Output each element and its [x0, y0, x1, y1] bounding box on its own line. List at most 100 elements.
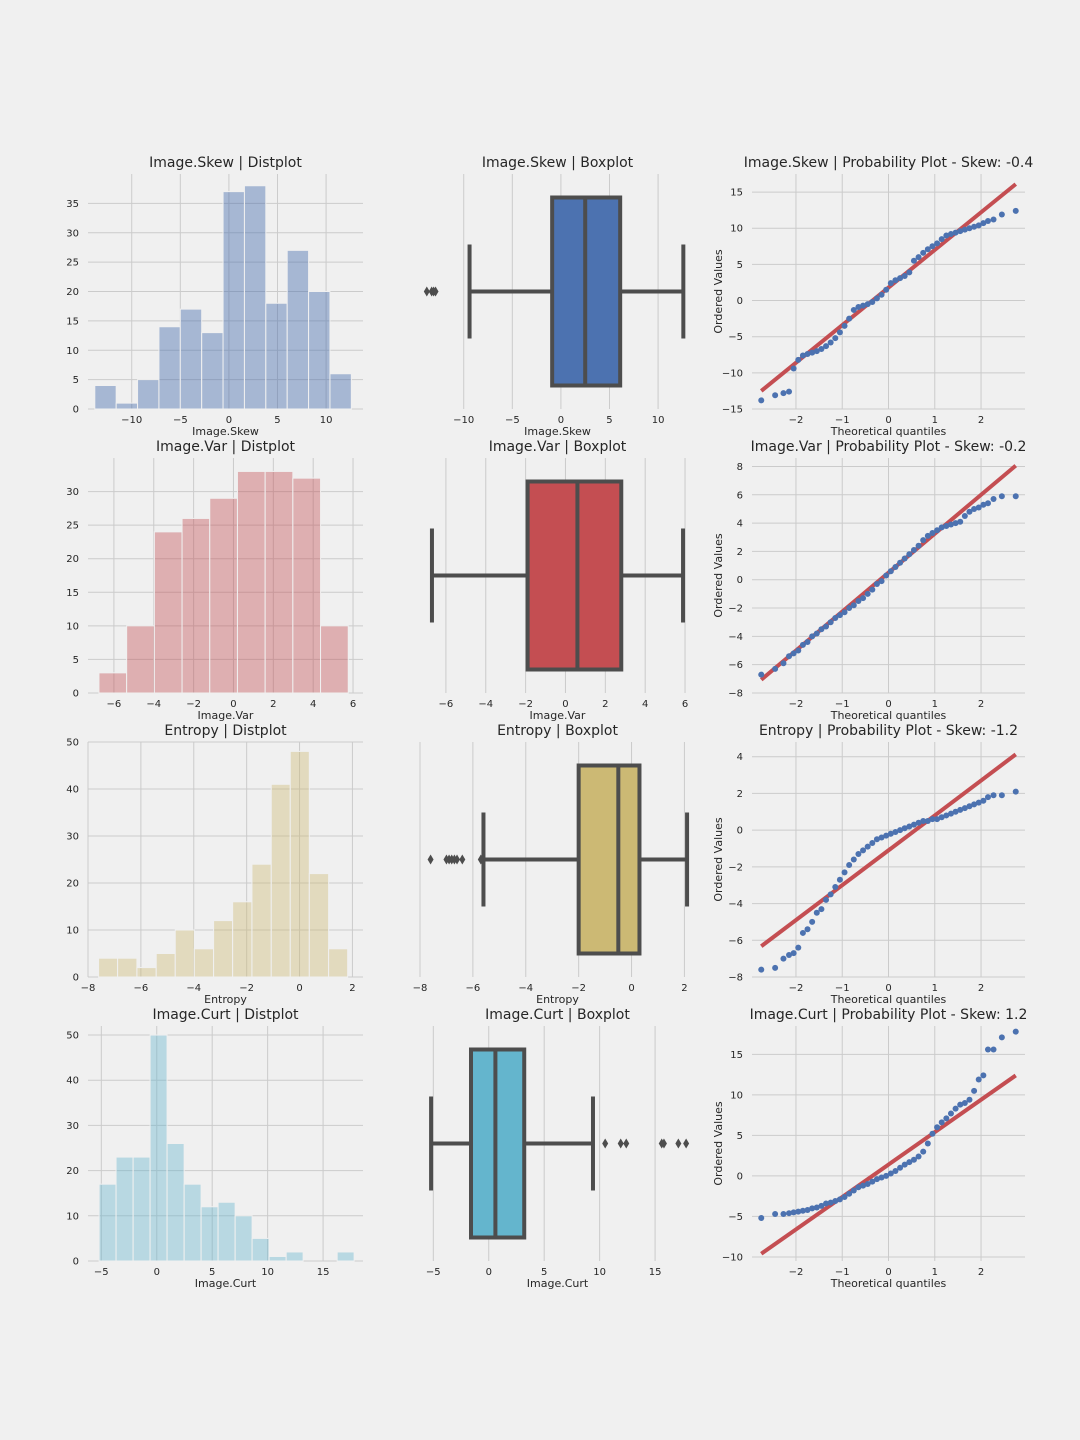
x-tick-label: 2: [270, 699, 276, 710]
qq-point: [980, 1072, 987, 1079]
qq-point: [947, 1110, 954, 1117]
x-tick-label: −5: [94, 1267, 109, 1278]
x-tick-label: 0: [230, 699, 236, 710]
qq-point: [980, 220, 987, 227]
qq-point: [799, 1207, 806, 1214]
box-iqr: [469, 1047, 527, 1240]
y-tick-label: 30: [66, 228, 79, 239]
x-tick-label: −10: [453, 415, 474, 426]
qq-point: [892, 828, 899, 835]
histogram-bar: [236, 470, 266, 694]
x-tick-label: 0: [154, 1267, 160, 1278]
outlier-marker: [683, 1138, 690, 1149]
x-tick-label: −6: [466, 983, 481, 994]
qq-point: [961, 1099, 968, 1106]
qq-point: [864, 590, 871, 597]
histogram-bar: [289, 750, 310, 978]
x-axis-label: Image.Skew: [192, 425, 259, 438]
x-tick-label: 0: [885, 983, 891, 994]
y-tick-label: 2: [737, 789, 743, 800]
qq-point: [975, 799, 982, 806]
qq-point: [813, 348, 820, 355]
histogram-bar: [209, 497, 238, 694]
x-axis-label: Image.Var: [198, 709, 254, 722]
qq-point: [809, 633, 816, 640]
x-axis-label: Entropy: [536, 993, 579, 1006]
y-tick-label: 20: [66, 879, 79, 890]
y-tick-label: −10: [722, 1252, 743, 1263]
qq-point: [823, 1200, 830, 1207]
x-tick-label: −4: [186, 983, 201, 994]
qq-point: [887, 1170, 894, 1177]
qq-point: [818, 345, 825, 352]
qq-point: [786, 951, 793, 958]
qq-point: [804, 1206, 811, 1213]
x-tick-label: 2: [978, 983, 984, 994]
qq-point: [827, 1199, 834, 1206]
qq-point: [790, 1209, 797, 1216]
x-tick-label: 0: [885, 415, 891, 426]
qq-point: [804, 639, 811, 646]
qq-point: [827, 619, 834, 626]
x-tick-label: −4: [478, 699, 493, 710]
x-tick-label: 1: [932, 983, 938, 994]
qq-point: [1012, 207, 1019, 214]
qq-point: [957, 518, 964, 525]
qq-point: [990, 1046, 997, 1053]
qq-point: [892, 1168, 899, 1175]
x-tick-label: 10: [320, 415, 333, 426]
qq-point: [901, 825, 908, 832]
box-iqr: [576, 763, 642, 956]
qq-point: [864, 843, 871, 850]
y-tick-label: 10: [730, 224, 743, 235]
qq-point: [910, 547, 917, 554]
x-axis-label: Entropy: [204, 993, 247, 1006]
y-tick-label: 10: [66, 1211, 79, 1222]
y-tick-label: 4: [737, 752, 743, 763]
y-tick-label: 8: [737, 462, 743, 473]
x-tick-label: 0: [296, 983, 302, 994]
qq-point: [846, 862, 853, 869]
qq-point: [832, 884, 839, 891]
histogram-bar: [268, 1255, 287, 1262]
qq-point: [758, 1215, 765, 1222]
y-tick-label: 0: [73, 689, 79, 700]
x-tick-label: 0: [885, 699, 891, 710]
histogram-bar: [155, 953, 176, 978]
histogram-bar: [193, 948, 215, 978]
histogram-bar: [136, 967, 157, 978]
x-tick-label: −8: [413, 983, 428, 994]
y-axis-label: Ordered Values: [712, 249, 725, 333]
x-tick-label: 4: [310, 699, 316, 710]
y-tick-label: 5: [73, 655, 79, 666]
y-tick-label: 5: [737, 1131, 743, 1142]
x-axis-label: Image.Skew: [524, 425, 591, 438]
histogram-bar: [201, 332, 224, 410]
qq-point: [836, 1196, 843, 1203]
qq-point: [984, 500, 991, 507]
qq-point: [975, 1076, 982, 1083]
histogram-bar: [94, 385, 117, 410]
qq-point: [790, 650, 797, 657]
y-tick-label: 50: [66, 1031, 79, 1042]
chart-scatter-8: −2 −1 0 1 2 −8 −6 −4 −2 0 2 4 Entropy | Probability …: [712, 723, 1025, 1006]
qq-point: [878, 1174, 885, 1181]
y-tick-label: −2: [728, 862, 743, 873]
chart-box-1: −10 −5 0 5 10 Image.Skew | Boxplot Image.Skew: [423, 155, 686, 438]
qq-point: [850, 1187, 857, 1194]
histogram-bar: [243, 185, 267, 410]
histogram-bar: [98, 957, 119, 978]
qq-point: [934, 816, 941, 823]
qq-point: [961, 513, 968, 520]
y-tick-label: 10: [66, 346, 79, 357]
qq-point: [799, 352, 806, 359]
histogram-bar: [222, 191, 245, 410]
qq-point: [873, 580, 880, 587]
qq-point: [786, 1210, 793, 1217]
outlier-marker: [623, 1138, 630, 1149]
y-tick-label: 4: [737, 519, 743, 530]
outlier-marker: [459, 854, 466, 865]
histogram-bar: [181, 517, 211, 694]
qq-point: [975, 504, 982, 511]
y-tick-label: −5: [728, 1212, 743, 1223]
